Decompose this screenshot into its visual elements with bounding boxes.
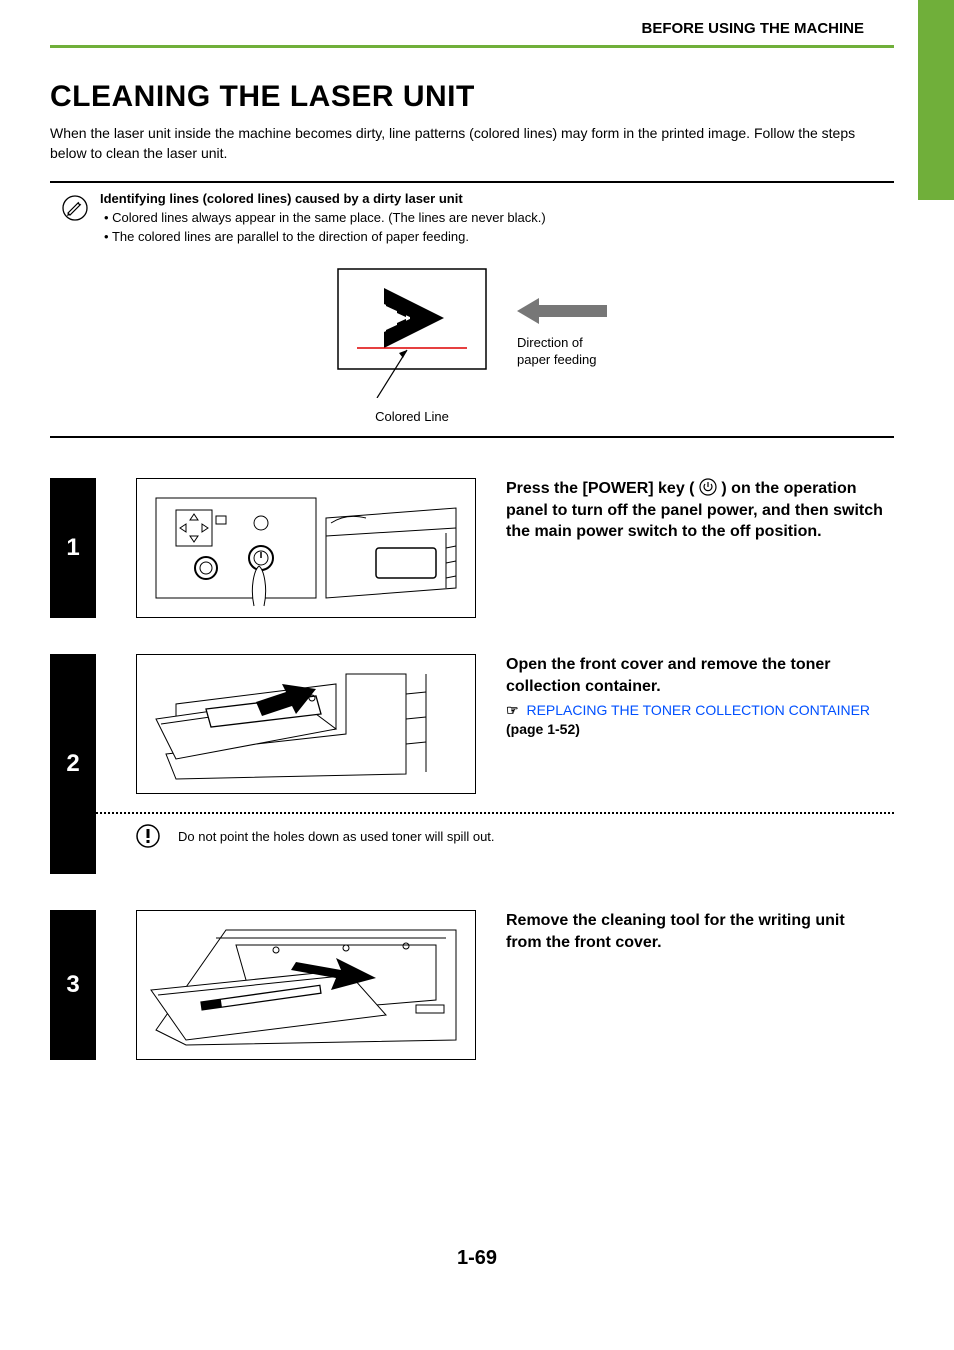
step-2: 2	[50, 654, 894, 874]
step-3-illustration	[136, 910, 476, 1060]
page-header: BEFORE USING THE MACHINE	[50, 20, 894, 48]
step-1: 1	[50, 478, 894, 618]
colored-line-caption: Colored Line	[337, 409, 487, 424]
power-key-icon	[699, 478, 717, 496]
chapter-side-tab	[918, 0, 954, 200]
xref-link-toner-container[interactable]: REPLACING THE TONER COLLECTION CONTAINER	[526, 702, 870, 718]
paper-sample-illustration	[337, 268, 487, 398]
note-diagram: Colored Line Direction of paper feeding	[50, 268, 894, 424]
header-rule	[50, 45, 894, 48]
arrow-label-line1: Direction of	[517, 335, 583, 350]
step-2-text: Open the front cover and remove the tone…	[506, 654, 884, 697]
caution-text: Do not point the holes down as used tone…	[178, 829, 495, 844]
step-1-text-part1: Press the [POWER] key (	[506, 480, 695, 497]
pencil-note-icon	[50, 191, 100, 221]
page-title: CLEANING THE LASER UNIT	[50, 80, 894, 114]
page-number: 1-69	[0, 1247, 954, 1270]
step-1-text: Press the [POWER] key ( ) on the operati…	[506, 478, 894, 543]
dotted-separator	[96, 812, 894, 814]
note-heading: Identifying lines (colored lines) caused…	[100, 191, 894, 206]
note-list-item: The colored lines are parallel to the di…	[104, 229, 894, 244]
intro-paragraph: When the laser unit inside the machine b…	[50, 124, 894, 163]
xref-pointer-icon: ☞	[506, 702, 519, 718]
step-3: 3	[50, 910, 894, 1060]
caution-icon	[136, 824, 160, 848]
identifying-lines-note: Identifying lines (colored lines) caused…	[50, 181, 894, 438]
feed-direction-arrow-icon	[517, 298, 607, 324]
main-content: CLEANING THE LASER UNIT When the laser u…	[50, 80, 894, 1096]
step-number-badge: 3	[50, 910, 96, 1060]
arrow-label-line2: paper feeding	[517, 352, 597, 367]
step-3-text: Remove the cleaning tool for the writing…	[506, 910, 894, 953]
xref-page-ref: (page 1-52)	[506, 721, 580, 737]
step-1-illustration	[136, 478, 476, 618]
step-2-caution: Do not point the holes down as used tone…	[96, 824, 894, 848]
header-section-title: BEFORE USING THE MACHINE	[50, 20, 894, 45]
step-2-illustration	[136, 654, 476, 794]
note-list-item: Colored lines always appear in the same …	[104, 210, 894, 225]
step-number-badge: 2	[50, 654, 96, 874]
step-number-badge: 1	[50, 478, 96, 618]
